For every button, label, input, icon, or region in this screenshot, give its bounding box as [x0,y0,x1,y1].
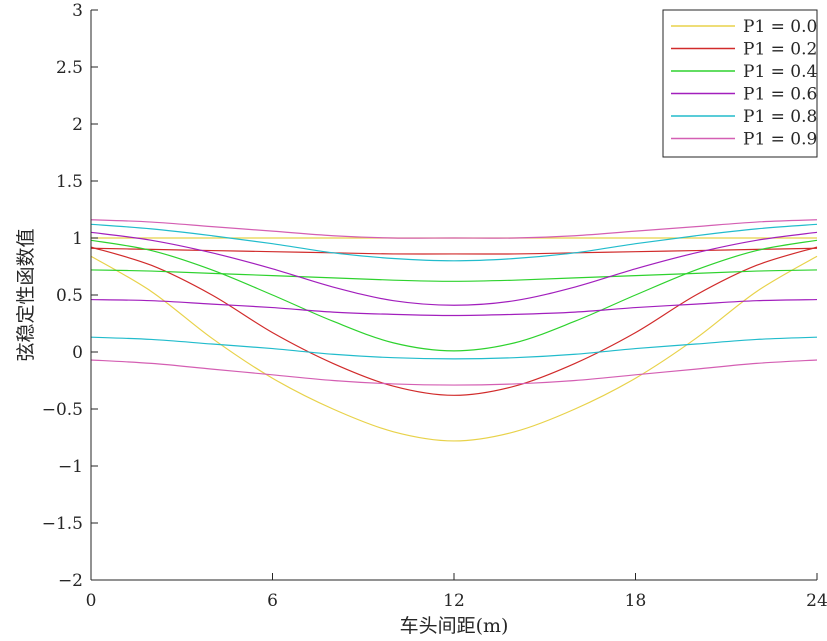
x-tick-label: 6 [267,591,278,611]
x-tick-label: 12 [443,591,465,611]
series-line-5-0 [90,219,818,239]
legend-label: P1 = 0.6 [743,85,817,105]
y-tick-label: −2 [58,571,83,591]
x-tick-label: 0 [86,591,97,611]
series-layer [90,219,818,442]
legend-box [662,9,818,158]
series-line-0-0 [90,255,818,442]
y-tick-label: 1 [72,229,83,249]
series-line-1-0 [90,246,818,396]
series-line-2-1 [90,269,818,282]
series-line-4-1 [90,336,818,360]
y-tick-label: 1.5 [56,172,83,192]
series-line-2-0 [90,239,818,352]
y-tick-label: 0.5 [56,286,83,306]
legend-label: P1 = 0.2 [743,40,817,60]
y-axis-label: 弦稳定性函数值 [15,228,37,361]
y-tick-label: 2.5 [56,58,83,78]
series-line-4-0 [90,223,818,262]
series-line-3-0 [90,231,818,306]
y-tick-label: −1 [58,457,83,477]
y-tick-label: 2 [72,115,83,135]
x-tick-label: 18 [625,591,647,611]
legend-label: P1 = 0.0 [743,17,817,37]
series-line-1-1 [90,247,818,255]
series-line-3-1 [90,298,818,317]
x-axis-label: 车头间距(m) [400,615,509,637]
x-tick-label: 24 [806,591,827,611]
y-tick-label: 3 [72,1,83,21]
legend-label: P1 = 0.4 [743,62,817,82]
series-line-5-1 [90,359,818,386]
y-tick-label: −0.5 [42,400,83,420]
legend: P1 = 0.0 P1 = 0.2P1 = 0.4 P1 = 0.6P1 = 0.8… [662,9,818,158]
y-tick-label: 0 [72,343,83,363]
ticks-layer: 0 6 12 18 24 3 2.5 2 1.5 1 0.5 0 −0.5 −1 −1.5 −2 [42,1,827,611]
legend-label: P1 = 0.8 [743,107,817,127]
legend-label: P1 = 0.9 [743,130,817,150]
y-tick-label: −1.5 [42,514,83,534]
